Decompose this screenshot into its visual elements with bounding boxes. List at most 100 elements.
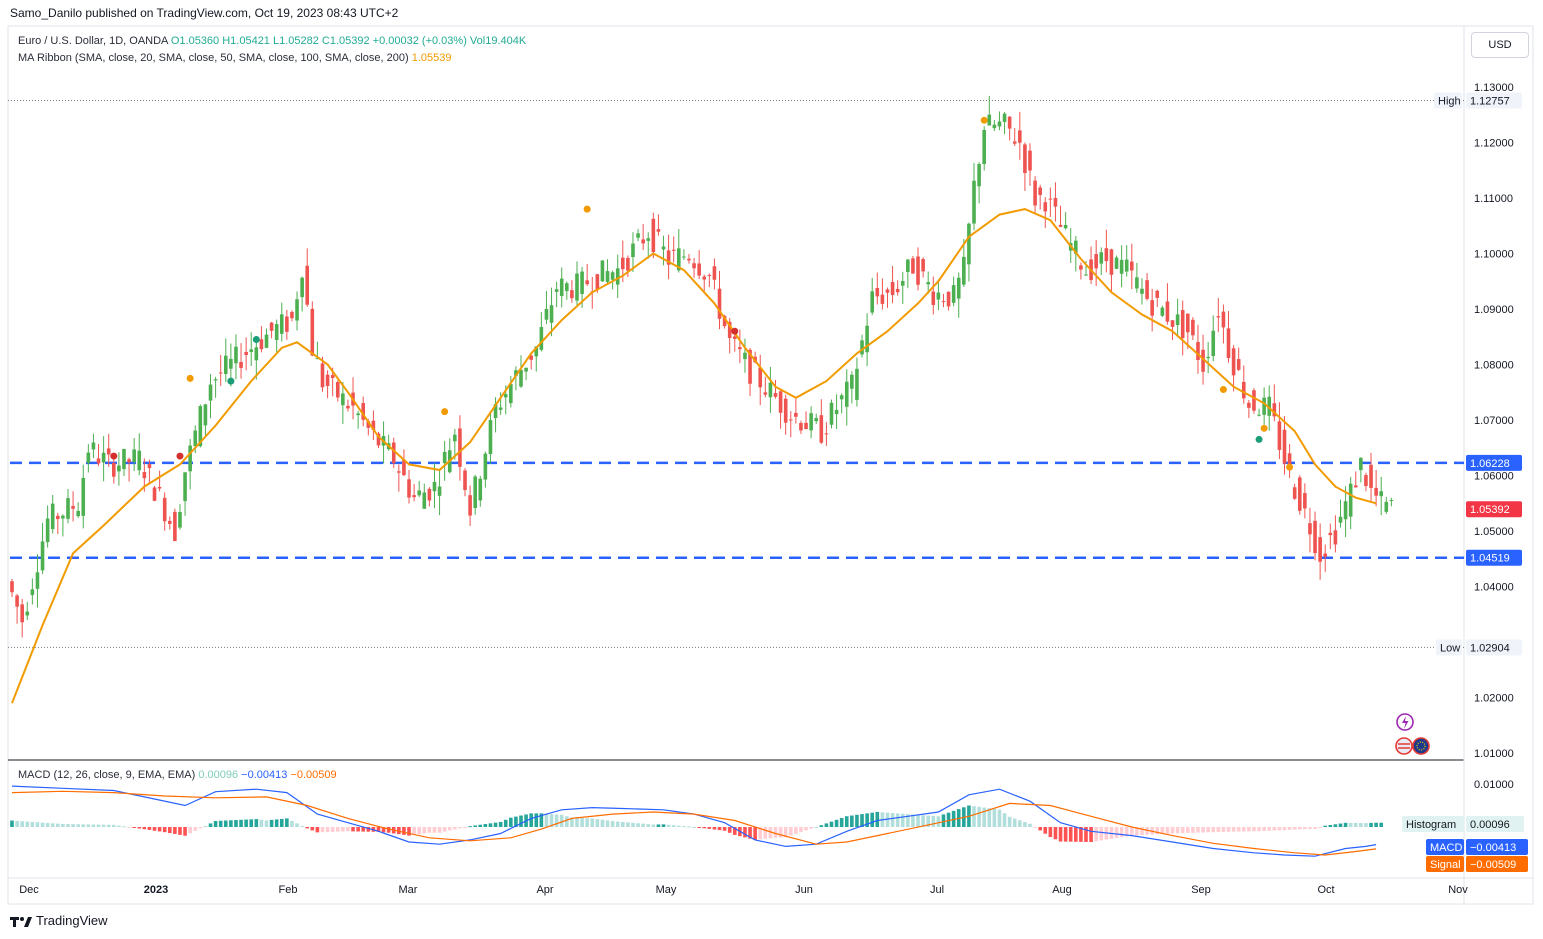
candle-body bbox=[361, 403, 366, 420]
histogram-bar bbox=[646, 824, 651, 827]
histogram-bar bbox=[15, 820, 19, 827]
symbol-name[interactable]: Euro / U.S. Dollar, 1D, OANDA bbox=[18, 35, 168, 47]
candle-body bbox=[305, 265, 310, 305]
histogram-bar bbox=[982, 807, 986, 827]
histogram-bar bbox=[346, 827, 350, 832]
histogram-bar bbox=[178, 827, 182, 835]
histogram-bar bbox=[101, 824, 106, 827]
histogram-bar bbox=[997, 809, 1002, 827]
signal-marker bbox=[1286, 463, 1294, 471]
histogram-bar bbox=[1257, 827, 1261, 832]
histogram-bar bbox=[295, 823, 299, 827]
ma-name[interactable]: MA Ribbon (SMA, close, 20, SMA, close, 5… bbox=[18, 52, 409, 64]
candle-body bbox=[213, 379, 218, 381]
candle-body bbox=[71, 505, 75, 509]
histogram-bar bbox=[142, 827, 147, 830]
histogram-bar bbox=[712, 827, 717, 830]
candle-body bbox=[692, 263, 696, 269]
histogram-bar bbox=[870, 812, 875, 827]
candle-body bbox=[468, 495, 472, 516]
candle-body bbox=[794, 412, 798, 417]
level-label: 1.06228 bbox=[1470, 458, 1510, 470]
histogram-bar bbox=[402, 827, 406, 835]
price-axis[interactable]: 1.13000 1.12000 1.11000 1.10000 1.09000 1.080… bbox=[1474, 82, 1514, 760]
histogram-bar bbox=[1323, 825, 1328, 827]
histogram-bar bbox=[860, 814, 864, 827]
candle-body bbox=[1094, 254, 1098, 269]
candle-body bbox=[972, 180, 976, 224]
histogram-bar bbox=[834, 819, 839, 827]
histogram-bar bbox=[600, 819, 605, 827]
candle-body bbox=[371, 420, 376, 430]
histogram-bar bbox=[341, 827, 345, 832]
candle-body bbox=[397, 471, 401, 473]
price-tick-label: 1.12000 bbox=[1474, 138, 1514, 150]
candle-body bbox=[656, 229, 661, 232]
candle-body bbox=[1323, 553, 1328, 557]
candle-body bbox=[834, 409, 839, 415]
histogram-bar bbox=[1262, 827, 1266, 831]
candle-body bbox=[565, 283, 569, 292]
candle-body bbox=[122, 448, 126, 470]
macd-value: −0.00413 bbox=[1470, 842, 1516, 854]
histogram-bar bbox=[1068, 827, 1073, 842]
candle-body bbox=[697, 263, 701, 276]
price-tick-label: 1.02000 bbox=[1474, 693, 1514, 705]
candle-body bbox=[473, 476, 477, 509]
histogram-bar bbox=[40, 822, 45, 827]
time-axis[interactable]: Dec 2023 Feb Mar Apr May Jun Jul Aug Sep Oct Nov bbox=[19, 884, 1468, 896]
candle-body bbox=[315, 358, 320, 360]
candle-body bbox=[763, 392, 768, 395]
lightning-icon[interactable] bbox=[1396, 713, 1414, 731]
macd-value-bg bbox=[1466, 839, 1528, 855]
histogram-bar bbox=[626, 822, 630, 827]
histogram-bar bbox=[1369, 822, 1373, 827]
histogram-bar bbox=[50, 823, 55, 827]
signal-marker bbox=[1219, 385, 1227, 393]
price-tick-label: 1.10000 bbox=[1474, 249, 1514, 261]
histogram-bar bbox=[76, 824, 80, 827]
currency-button[interactable]: USD bbox=[1471, 32, 1529, 58]
histogram-bar bbox=[147, 827, 152, 830]
histogram-bar bbox=[1038, 827, 1042, 831]
macd-name[interactable]: MACD (12, 26, close, 9, EMA, EMA) bbox=[18, 769, 196, 781]
candle-body bbox=[15, 595, 19, 607]
histogram-bar bbox=[906, 814, 910, 827]
histogram-bar bbox=[1226, 827, 1231, 832]
candle-body bbox=[152, 487, 157, 501]
us-flag-icon[interactable] bbox=[1395, 737, 1413, 755]
footer-brand[interactable]: TradingView bbox=[10, 913, 108, 928]
candle-body bbox=[106, 448, 111, 455]
candle-body bbox=[1053, 197, 1058, 207]
price-tick-label: 1.01000 bbox=[1474, 748, 1514, 760]
event-icons[interactable] bbox=[1395, 713, 1430, 755]
candle-body bbox=[712, 266, 717, 280]
histogram-bar bbox=[1364, 823, 1368, 827]
histogram-bar bbox=[488, 823, 493, 827]
histogram-bar bbox=[717, 827, 722, 831]
histogram-bar bbox=[1089, 827, 1093, 843]
histogram-bar bbox=[1130, 827, 1134, 836]
histogram-bar bbox=[152, 827, 157, 831]
time-tick-label: May bbox=[656, 884, 677, 896]
candle-body bbox=[1079, 265, 1083, 270]
candle-body bbox=[1292, 487, 1297, 499]
candle-body bbox=[112, 462, 116, 477]
candle-body bbox=[229, 358, 233, 369]
candle-body bbox=[1231, 348, 1236, 376]
histogram-bar bbox=[254, 819, 259, 827]
candle-body bbox=[839, 395, 844, 400]
histogram-bar bbox=[788, 827, 793, 836]
histogram-bar bbox=[381, 827, 386, 833]
candle-body bbox=[788, 419, 793, 421]
price-tick-label: 1.04000 bbox=[1474, 582, 1514, 594]
candle-body bbox=[610, 272, 615, 280]
histogram-bar bbox=[595, 819, 600, 827]
price-tick-label: 1.08000 bbox=[1474, 360, 1514, 372]
candle-body bbox=[346, 405, 350, 409]
candle-body bbox=[1353, 485, 1358, 488]
histogram-bar bbox=[223, 820, 228, 827]
eu-flag-icon[interactable] bbox=[1412, 737, 1430, 755]
candle-body bbox=[1160, 307, 1165, 316]
